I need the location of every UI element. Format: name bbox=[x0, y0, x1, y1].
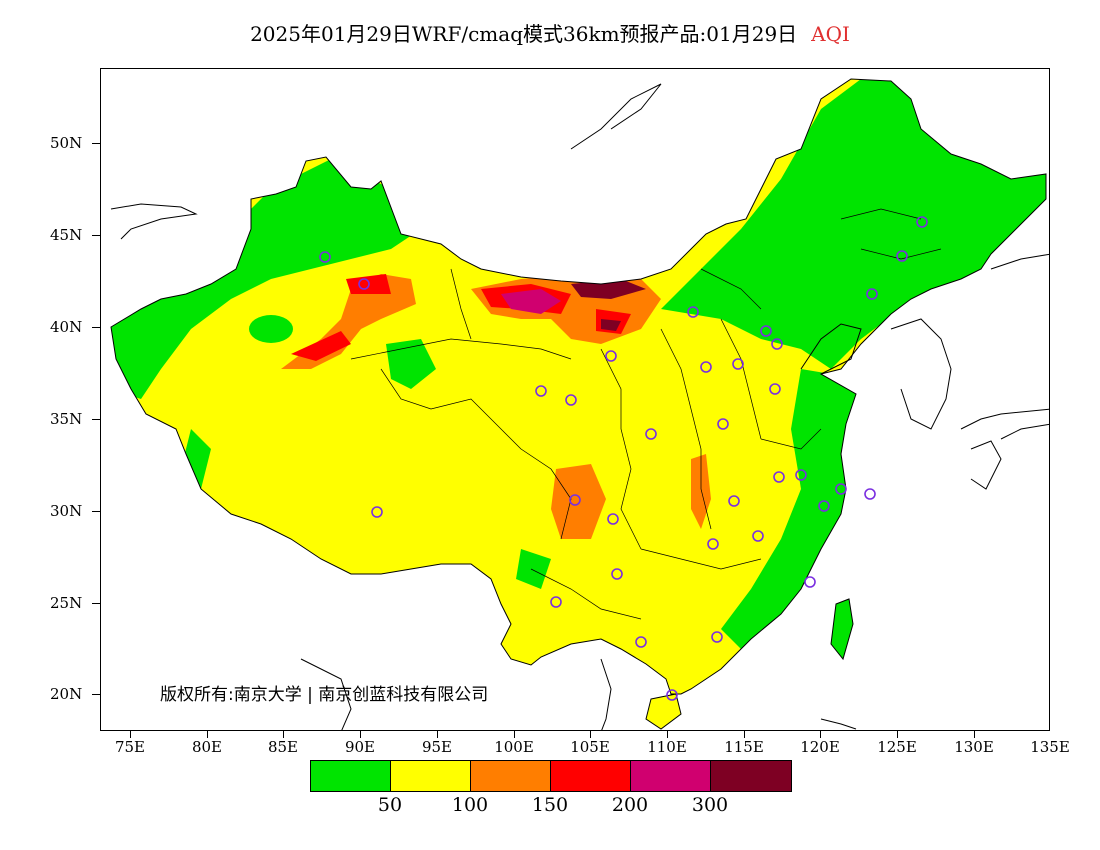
lat-label-30n: 30N bbox=[50, 502, 83, 520]
lon-tick bbox=[590, 731, 591, 738]
lon-label-100e: 100E bbox=[494, 738, 534, 756]
lon-label-130e: 130E bbox=[954, 738, 994, 756]
lat-label-50n: 50N bbox=[50, 134, 83, 152]
station-markers bbox=[319, 216, 928, 701]
lat-tick bbox=[92, 419, 100, 420]
map-frame[interactable] bbox=[100, 68, 1050, 731]
lon-tick bbox=[974, 731, 975, 738]
lat-tick bbox=[92, 235, 100, 236]
legend-swatch-sensitive bbox=[471, 761, 551, 791]
china-border bbox=[110, 78, 1047, 695]
lon-tick bbox=[207, 731, 208, 738]
legend-label-200: 200 bbox=[611, 794, 649, 816]
lon-tick bbox=[820, 731, 821, 738]
legend-swatch-hazardous bbox=[711, 761, 791, 791]
lon-label-110e: 110E bbox=[647, 738, 687, 756]
lon-tick bbox=[897, 731, 898, 738]
hainan-island bbox=[645, 693, 682, 730]
lon-tick bbox=[667, 731, 668, 738]
lon-tick bbox=[437, 731, 438, 738]
lon-tick bbox=[744, 731, 745, 738]
lon-label-85e: 85E bbox=[267, 738, 299, 756]
legend-swatch-unhealthy bbox=[551, 761, 631, 791]
lat-label-20n: 20N bbox=[50, 685, 83, 703]
copyright-text: 版权所有:南京大学 | 南京创蓝科技有限公司 bbox=[160, 685, 489, 705]
lon-label-90e: 90E bbox=[344, 738, 376, 756]
lon-label-125e: 125E bbox=[877, 738, 917, 756]
lat-tick bbox=[92, 327, 100, 328]
legend-label-300: 300 bbox=[691, 794, 729, 816]
lon-tick bbox=[130, 731, 131, 738]
legend-swatch-good bbox=[311, 761, 391, 791]
legend-swatch-very-unhealthy bbox=[631, 761, 711, 791]
lat-label-40n: 40N bbox=[50, 318, 83, 336]
aqi-map bbox=[101, 69, 1049, 730]
lon-label-105e: 105E bbox=[570, 738, 610, 756]
lat-tick bbox=[92, 511, 100, 512]
lon-label-75e: 75E bbox=[114, 738, 146, 756]
lon-tick bbox=[283, 731, 284, 738]
lat-label-35n: 35N bbox=[50, 410, 83, 428]
lon-label-135e: 135E bbox=[1030, 738, 1070, 756]
lon-tick bbox=[360, 731, 361, 738]
lon-label-95e: 95E bbox=[421, 738, 453, 756]
legend-swatch-moderate bbox=[391, 761, 471, 791]
lat-tick bbox=[92, 143, 100, 144]
legend-label-100: 100 bbox=[451, 794, 489, 816]
lat-tick bbox=[92, 603, 100, 604]
lat-label-25n: 25N bbox=[50, 594, 83, 612]
lon-label-115e: 115E bbox=[724, 738, 764, 756]
legend-label-150: 150 bbox=[531, 794, 569, 816]
lon-tick bbox=[514, 731, 515, 738]
province-borders bbox=[350, 208, 942, 620]
aqi-legend bbox=[310, 760, 792, 792]
taiwan-island bbox=[830, 598, 854, 661]
legend-label-50: 50 bbox=[377, 794, 403, 816]
neighbor-coastlines bbox=[110, 83, 1049, 730]
lat-tick bbox=[92, 694, 100, 695]
title-product-aqi: AQI bbox=[811, 22, 850, 46]
lon-label-120e: 120E bbox=[800, 738, 840, 756]
lat-label-45n: 45N bbox=[50, 226, 83, 244]
title-main: 2025年01月29日WRF/cmaq模式36km预报产品:01月29日 bbox=[250, 22, 798, 46]
page-title: 2025年01月29日WRF/cmaq模式36km预报产品:01月29日 AQI bbox=[0, 18, 1100, 47]
lon-label-80e: 80E bbox=[191, 738, 223, 756]
